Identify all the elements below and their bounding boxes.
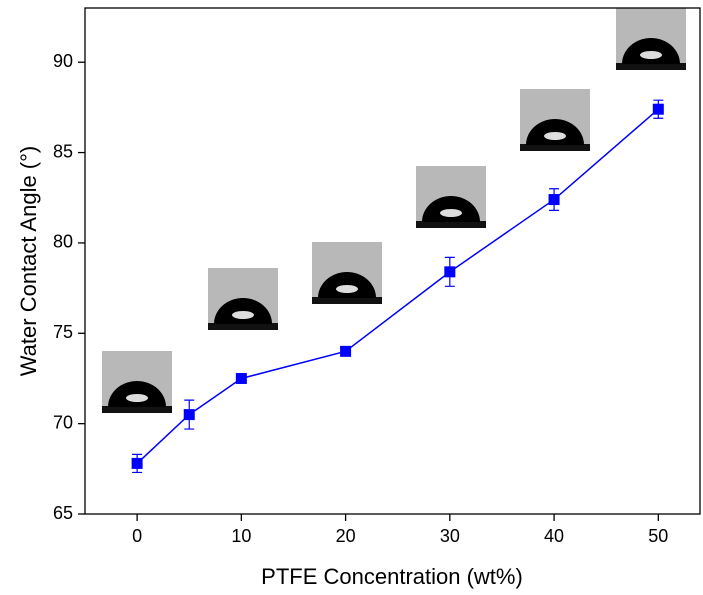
data-point [548, 194, 560, 206]
x-axis-label: PTFE Concentration (wt%) [261, 564, 523, 589]
droplet-image [520, 89, 590, 151]
droplet-image [312, 242, 382, 304]
data-point [652, 103, 664, 115]
y-tick-label: 75 [53, 322, 73, 342]
droplet-images [102, 8, 686, 413]
droplet-image [416, 166, 486, 228]
x-tick-label: 30 [440, 526, 460, 546]
droplet-image [616, 8, 686, 70]
y-tick-label: 65 [53, 503, 73, 523]
data-point [183, 409, 195, 421]
y-tick-label: 70 [53, 412, 73, 432]
plot-frame [84, 7, 701, 515]
x-tick-label: 50 [648, 526, 668, 546]
droplet-image [208, 268, 278, 330]
data-point [131, 457, 143, 469]
x-tick-label: 10 [231, 526, 251, 546]
x-tick-label: 40 [544, 526, 564, 546]
data-point [235, 372, 247, 384]
x-tick-label: 0 [132, 526, 142, 546]
y-tick-label: 80 [53, 232, 73, 252]
droplet-image [102, 351, 172, 413]
y-tick-label: 90 [53, 51, 73, 71]
data-point [340, 345, 352, 357]
x-tick-label: 20 [336, 526, 356, 546]
data-point [444, 266, 456, 278]
y-axis-label: Water Contact Angle (°) [16, 146, 41, 377]
y-tick-label: 85 [53, 141, 73, 161]
